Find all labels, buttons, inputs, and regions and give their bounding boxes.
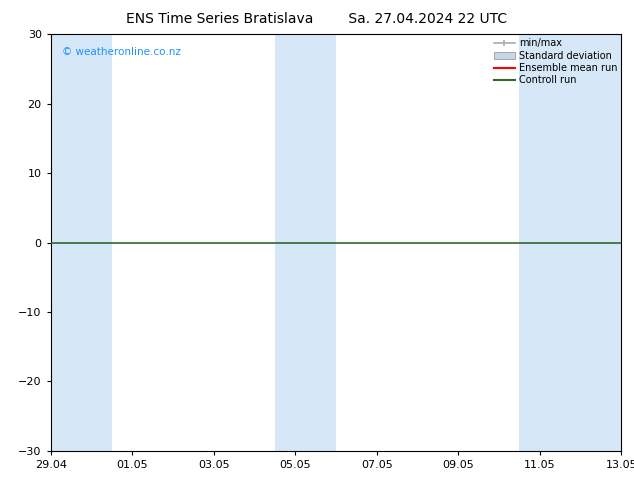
Text: © weatheronline.co.nz: © weatheronline.co.nz <box>62 47 181 57</box>
Legend: min/max, Standard deviation, Ensemble mean run, Controll run: min/max, Standard deviation, Ensemble me… <box>492 36 619 87</box>
Bar <box>519 34 621 451</box>
Text: ENS Time Series Bratislava        Sa. 27.04.2024 22 UTC: ENS Time Series Bratislava Sa. 27.04.202… <box>126 12 508 26</box>
Bar <box>51 34 112 451</box>
Bar <box>275 34 336 451</box>
